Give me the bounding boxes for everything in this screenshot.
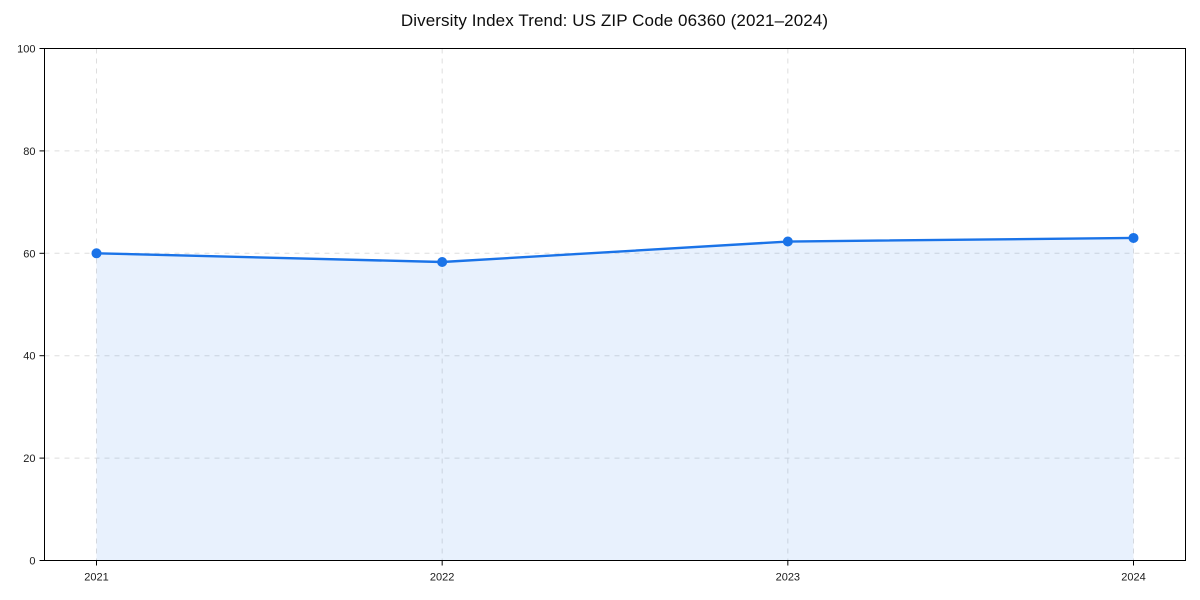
trend-line bbox=[95, 236, 1135, 264]
plot-border bbox=[44, 48, 1186, 561]
x-tick-label-2021: 2021 bbox=[84, 572, 108, 584]
data-point-2021 bbox=[91, 248, 102, 259]
x-tick-label-2023: 2023 bbox=[776, 572, 800, 584]
x-tick-label-2024: 2024 bbox=[1121, 572, 1145, 584]
data-point-2024 bbox=[1128, 232, 1139, 243]
y-tick-label-100: 100 bbox=[17, 44, 35, 56]
data-point-2022 bbox=[437, 257, 448, 268]
area-fill bbox=[96, 237, 1134, 561]
x-tick-label-2022: 2022 bbox=[430, 572, 454, 584]
y-tick-label-60: 60 bbox=[23, 248, 35, 260]
y-tick-label-0: 0 bbox=[29, 556, 35, 568]
data-point-2023 bbox=[782, 236, 793, 247]
y-tick-label-80: 80 bbox=[23, 146, 35, 158]
y-tick-label-40: 40 bbox=[23, 351, 35, 363]
chart-title: Diversity Index Trend: US ZIP Code 06360… bbox=[400, 11, 829, 30]
y-tick-label-20: 20 bbox=[23, 453, 35, 465]
